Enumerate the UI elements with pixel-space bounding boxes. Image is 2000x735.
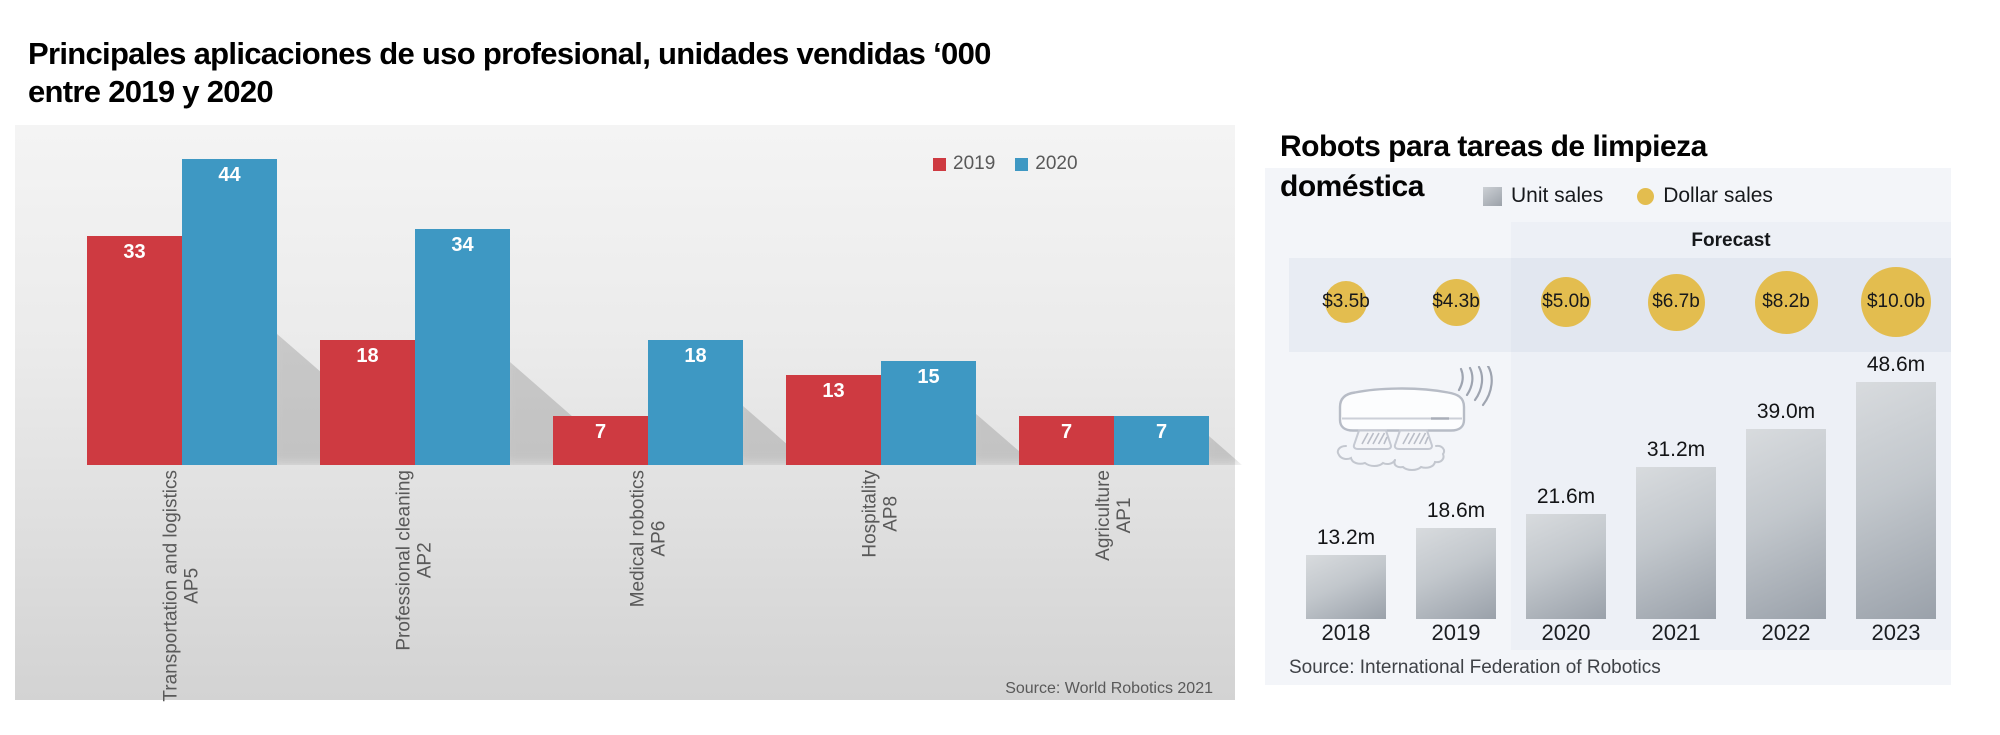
x-axis-label: Medical robotics AP6 [627, 470, 669, 607]
left-chart-title-line1: Principales aplicaciones de uso profesio… [28, 35, 991, 71]
bar-value-label: 18 [356, 345, 379, 367]
unit-sales-bar [1746, 429, 1826, 619]
unit-sales-bar [1526, 514, 1606, 619]
unit-value-label: 48.6m [1866, 353, 1926, 376]
right-chart-title: Robots para tareas de limpieza doméstica [1280, 127, 1707, 207]
bar-2019: 7 [1019, 416, 1114, 465]
x-axis-label-code: AP2 [415, 542, 436, 579]
legend-2019-swatch [933, 157, 946, 171]
bar-value-label: 7 [594, 421, 607, 443]
x-axis-label-code: AP1 [1114, 497, 1135, 534]
unit-sales-swatch [1483, 186, 1502, 206]
right-chart-title-line1: Robots para tareas de limpieza [1280, 129, 1707, 163]
dollar-value-label: $5.0b [1542, 291, 1590, 312]
dollar-value-label: $3.5b [1322, 291, 1370, 312]
bar-value-label: 15 [917, 366, 940, 388]
bar-2019: 18 [320, 340, 415, 465]
unit-value-label: 39.0m [1756, 400, 1816, 423]
dollar-value-label: $4.3b [1432, 291, 1480, 312]
dollar-sales-circle [1754, 270, 1818, 334]
unit-sales-label: Unit sales [1511, 184, 1604, 207]
legend-2020-swatch [1015, 157, 1029, 171]
bar-value-label: 44 [218, 164, 241, 186]
dollar-sales-circle [1647, 273, 1705, 331]
x-axis-label: Professional cleaning AP2 [394, 470, 436, 651]
left-chart-source: Source: World Robotics 2021 [1005, 680, 1213, 697]
robot-vacuum-icon [1336, 366, 1493, 471]
x-axis-label-name: Transportation and logistics [161, 470, 182, 702]
unit-value-label: 31.2m [1646, 438, 1706, 461]
dollar-sales-label: Dollar sales [1663, 184, 1773, 207]
unit-value-label: 13.2m [1316, 526, 1376, 549]
bar-2019: 33 [87, 236, 182, 465]
bar-2019: 13 [786, 375, 881, 465]
bar-value-label: 33 [123, 241, 146, 263]
right-chart-source: Source: International Federation of Robo… [1289, 657, 1661, 678]
right-chart-panel: Forecast Unit sales Dollar sales [1265, 168, 1951, 685]
bar-2019: 7 [553, 416, 648, 465]
dollar-sales-circle [1861, 267, 1931, 337]
legend-2020-label: 2020 [1035, 153, 1078, 174]
unit-value-label: 21.6m [1536, 485, 1596, 508]
x-axis-label: Transportation and logistics AP5 [161, 470, 203, 702]
unit-sales-bar [1306, 555, 1386, 619]
right-chart-title-line2: doméstica [1280, 169, 1424, 203]
x-axis-label: Agriculture AP1 [1093, 470, 1135, 561]
year-label: 2018 [1321, 620, 1371, 645]
left-chart-legend: 2019 2020 [933, 153, 1078, 175]
x-axis-label-name: Agriculture [1093, 470, 1114, 561]
dollar-value-label: $10.0b [1866, 291, 1926, 312]
legend-2019-label: 2019 [953, 153, 996, 174]
year-label: 2023 [1871, 620, 1921, 645]
dollar-value-label: $8.2b [1762, 291, 1810, 312]
x-axis-label-name: Professional cleaning [394, 470, 415, 651]
left-chart-plot-area: 2019 2020 33 44 Transportation and logisti… [15, 125, 1242, 702]
year-label: 2019 [1431, 620, 1481, 645]
bar-2020: 15 [881, 361, 976, 465]
year-label: 2021 [1651, 620, 1701, 645]
right-chart-columns-layer: $3.5b 13.2m 2018 $4.3b 18.6m 2019 $5.0b 21.6m 20… [1265, 168, 1951, 685]
bar-value-label: 7 [1060, 421, 1073, 443]
x-axis-label-code: AP5 [182, 567, 203, 604]
unit-sales-bar [1856, 382, 1936, 619]
dollar-sales-circle [1432, 278, 1480, 326]
x-axis-label-name: Medical robotics [627, 470, 648, 608]
unit-value-label: 18.6m [1426, 499, 1486, 522]
unit-sales-bar [1416, 528, 1496, 619]
year-label: 2022 [1761, 620, 1811, 645]
x-axis-label-name: Hospitality [860, 470, 881, 558]
left-chart-title-line2: entre 2019 y 2020 [28, 73, 274, 109]
bar-value-label: 7 [1155, 421, 1168, 443]
x-axis-label: Hospitality AP8 [860, 470, 902, 558]
left-chart-title: Principales aplicaciones de uso profesio… [28, 35, 991, 111]
bar-2020: 34 [415, 229, 510, 465]
dollar-sales-circle [1325, 281, 1367, 323]
bar-value-label: 13 [822, 380, 845, 402]
right-chart-legend: Unit sales Dollar sales [1483, 184, 1773, 208]
forecast-label: Forecast [1691, 230, 1771, 251]
x-axis-label-code: AP8 [881, 495, 902, 532]
dollar-value-label: $6.7b [1652, 291, 1700, 312]
bar-value-label: 18 [684, 345, 707, 367]
bar-value-label: 34 [451, 234, 474, 256]
year-label: 2020 [1541, 620, 1591, 645]
unit-sales-bar [1636, 467, 1716, 619]
x-axis-label-code: AP6 [648, 520, 669, 557]
dollar-sales-swatch [1637, 187, 1655, 205]
dollar-sales-circle [1541, 277, 1591, 327]
bar-2020: 18 [648, 340, 743, 465]
bar-2020: 44 [182, 159, 277, 465]
bar-2020: 7 [1114, 416, 1209, 465]
